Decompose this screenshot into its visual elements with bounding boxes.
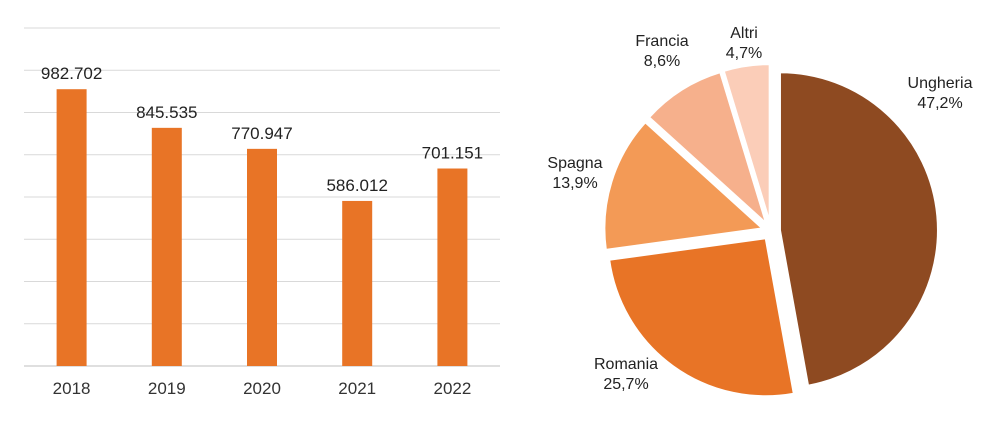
pie-labels: Ungheria 47,2% Romania 25,7% Spagna 13,9% Fran… [547,25,972,393]
bar-data-label-2020: 770.947 [231,124,292,143]
pie-slice-francia [647,70,769,227]
pie-label-value-altri: 4,7% [726,45,762,62]
pie-label-name-spagna: Spagna [547,155,602,172]
pie-slices [603,63,939,398]
bar-data-label-2018: 982.702 [41,64,102,83]
x-tick-label-2018: 2018 [53,379,91,398]
bar-2022 [437,168,468,366]
bar-data-label-2021: 586.012 [326,176,387,195]
bar-2021 [342,200,373,366]
pie-slice-romania [608,237,795,398]
pie-label-value-romania: 25,7% [603,376,648,393]
pie-label-value-francia: 8,6% [644,53,680,70]
pie-slice-ungheria [778,71,939,387]
x-tick-label-2020: 2020 [243,379,281,398]
pie-label-value-spagna: 13,9% [552,175,597,192]
x-tick-label-2021: 2021 [338,379,376,398]
bar-data-label-2022: 701.151 [422,144,483,163]
pie-label-name-altri: Altri [730,25,758,42]
bar-x-axis: 2018 2019 2020 2021 2022 [53,379,472,398]
pie-slice-altri [722,63,771,223]
bar-2020 [247,148,277,366]
bar-data-label-2019: 845.535 [136,103,197,122]
bar-2018 [56,89,87,367]
pie-label-name-romania: Romania [594,356,658,373]
pie-label-name-francia: Francia [635,33,688,50]
pie-label-name-ungheria: Ungheria [908,75,973,92]
pie-slice-spagna [603,120,765,251]
bar-series: 982.702 845.535 770.947 586.012 701.151 [41,64,483,367]
bar-2019 [151,127,182,366]
pie-label-value-ungheria: 47,2% [917,95,962,112]
x-tick-label-2022: 2022 [433,379,471,398]
x-tick-label-2019: 2019 [148,379,186,398]
